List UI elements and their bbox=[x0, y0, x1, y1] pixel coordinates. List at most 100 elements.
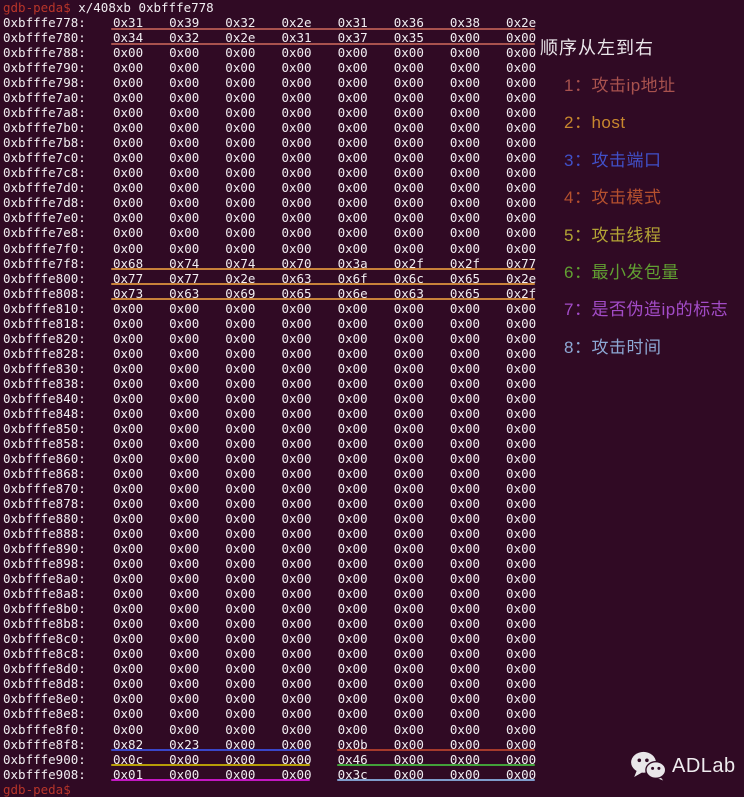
byte-value: 0x00 bbox=[449, 225, 480, 241]
address-label: 0xbfffe818: bbox=[3, 315, 86, 331]
byte-value: 0x32 bbox=[225, 15, 256, 31]
byte-value: 0x00 bbox=[449, 30, 480, 46]
byte-value: 0x00 bbox=[169, 420, 200, 436]
memory-row: 0xbfffe858: 0x00 0x00 0x00 0x00 0x00 0x00 0x00 0… bbox=[0, 436, 744, 451]
byte-value: 0x00 bbox=[506, 721, 537, 737]
byte-value: 0x01 bbox=[113, 766, 144, 782]
underline-mark bbox=[111, 764, 310, 767]
byte-value: 0x00 bbox=[337, 481, 368, 496]
byte-value: 0x00 bbox=[169, 360, 200, 376]
byte-value: 0x34 bbox=[113, 30, 144, 46]
byte-value: 0x00 bbox=[113, 631, 144, 647]
byte-value: 0x00 bbox=[281, 345, 312, 361]
address-label: 0xbfffe840: bbox=[3, 390, 86, 406]
byte-value: 0x00 bbox=[337, 330, 368, 346]
byte-value: 0x00 bbox=[337, 465, 368, 481]
address-label: 0xbfffe7a8: bbox=[3, 105, 86, 121]
memory-row: 0xbfffe8b0: 0x00 0x00 0x00 0x00 0x00 0x00 0x00 0… bbox=[0, 601, 744, 616]
byte-value: 0x00 bbox=[337, 120, 368, 136]
byte-value: 0x00 bbox=[449, 646, 480, 662]
byte-value: 0x00 bbox=[281, 165, 312, 181]
byte-value: 0x00 bbox=[169, 300, 200, 316]
byte-value: 0x00 bbox=[281, 390, 312, 406]
byte-value: 0x00 bbox=[506, 766, 537, 782]
byte-value: 0x00 bbox=[281, 405, 312, 421]
memory-row: 0xbfffe7c0: 0x00 0x00 0x00 0x00 0x00 0x00 0x00 0… bbox=[0, 150, 744, 165]
byte-value: 0x00 bbox=[449, 631, 480, 647]
address-label: 0xbfffe7e0: bbox=[3, 210, 86, 226]
byte-value: 0x00 bbox=[506, 420, 537, 436]
byte-value: 0x65 bbox=[449, 270, 480, 286]
memory-row: 0xbfffe8c0: 0x00 0x00 0x00 0x00 0x00 0x00 0x00 0… bbox=[0, 631, 744, 646]
memory-row: 0xbfffe840: 0x00 0x00 0x00 0x00 0x00 0x00 0x00 0… bbox=[0, 391, 744, 406]
address-label: 0xbfffe900: bbox=[3, 751, 86, 767]
byte-value: 0x37 bbox=[337, 30, 368, 46]
byte-value: 0x00 bbox=[337, 721, 368, 737]
byte-value: 0x6c bbox=[393, 270, 424, 286]
address-label: 0xbfffe8b8: bbox=[3, 616, 86, 632]
byte-value: 0x00 bbox=[506, 90, 537, 106]
byte-value: 0x00 bbox=[281, 90, 312, 106]
byte-value: 0x00 bbox=[337, 420, 368, 436]
byte-value: 0x00 bbox=[393, 676, 424, 692]
byte-value: 0x00 bbox=[393, 315, 424, 331]
byte-value: 0x00 bbox=[281, 210, 312, 226]
byte-value: 0x00 bbox=[113, 450, 144, 466]
byte-value: 0x00 bbox=[281, 616, 312, 632]
byte-value: 0x00 bbox=[393, 180, 424, 196]
byte-value: 0x00 bbox=[449, 661, 480, 677]
byte-value: 0x00 bbox=[506, 496, 537, 512]
byte-value: 0x00 bbox=[113, 75, 144, 91]
byte-value: 0x00 bbox=[281, 571, 312, 587]
byte-value: 0x73 bbox=[113, 285, 144, 301]
byte-value: 0x00 bbox=[393, 45, 424, 61]
byte-value: 0x00 bbox=[506, 120, 537, 136]
command-line: gdb-peda$ x/408xb 0xbfffe778 bbox=[0, 0, 744, 15]
byte-value: 0x00 bbox=[281, 766, 312, 782]
byte-value: 0x00 bbox=[506, 646, 537, 662]
byte-value: 0x00 bbox=[225, 420, 256, 436]
byte-value: 0x00 bbox=[393, 135, 424, 151]
byte-value: 0x00 bbox=[169, 526, 200, 542]
byte-value: 0x00 bbox=[506, 465, 537, 481]
byte-value: 0x00 bbox=[113, 556, 144, 572]
byte-value: 0x00 bbox=[506, 661, 537, 677]
byte-value: 0x00 bbox=[393, 616, 424, 632]
byte-value: 0x00 bbox=[506, 165, 537, 181]
byte-value: 0x00 bbox=[337, 195, 368, 211]
memory-row: 0xbfffe798: 0x00 0x00 0x00 0x00 0x00 0x00 0x00 0… bbox=[0, 75, 744, 90]
address-label: 0xbfffe898: bbox=[3, 556, 86, 572]
byte-value: 0x2f bbox=[506, 285, 537, 301]
byte-value: 0x00 bbox=[449, 691, 480, 707]
byte-value: 0x00 bbox=[113, 345, 144, 361]
byte-value: 0x00 bbox=[113, 435, 144, 451]
memory-row: 0xbfffe880: 0x00 0x00 0x00 0x00 0x00 0x00 0x00 0… bbox=[0, 511, 744, 526]
address-label: 0xbfffe880: bbox=[3, 511, 86, 527]
byte-value: 0x00 bbox=[169, 481, 200, 496]
memory-row: 0xbfffe7f0: 0x00 0x00 0x00 0x00 0x00 0x00 0x00 0… bbox=[0, 241, 744, 256]
memory-row: 0xbfffe788: 0x00 0x00 0x00 0x00 0x00 0x00 0x00 0… bbox=[0, 45, 744, 60]
underline-mark bbox=[111, 779, 310, 782]
byte-value: 0x68 bbox=[113, 255, 144, 271]
byte-value: 0x00 bbox=[393, 435, 424, 451]
address-label: 0xbfffe7b0: bbox=[3, 120, 86, 136]
byte-value: 0x00 bbox=[281, 736, 312, 752]
memory-row: 0xbfffe8e8: 0x00 0x00 0x00 0x00 0x00 0x00 0x00 0… bbox=[0, 706, 744, 721]
byte-value: 0x00 bbox=[337, 180, 368, 196]
byte-value: 0x00 bbox=[225, 315, 256, 331]
memory-row: 0xbfffe888: 0x00 0x00 0x00 0x00 0x00 0x00 0x00 0… bbox=[0, 526, 744, 541]
byte-value: 0x00 bbox=[113, 180, 144, 196]
byte-value: 0x00 bbox=[337, 586, 368, 602]
byte-value: 0x00 bbox=[393, 120, 424, 136]
byte-value: 0x00 bbox=[506, 360, 537, 376]
byte-value: 0x00 bbox=[113, 511, 144, 527]
byte-value: 0x00 bbox=[449, 420, 480, 436]
address-label: 0xbfffe810: bbox=[3, 300, 86, 316]
byte-value: 0x00 bbox=[393, 405, 424, 421]
byte-value: 0x00 bbox=[281, 315, 312, 331]
byte-value: 0x00 bbox=[449, 390, 480, 406]
byte-value: 0x38 bbox=[449, 15, 480, 31]
byte-value: 0x00 bbox=[113, 225, 144, 241]
byte-value: 0x00 bbox=[393, 496, 424, 512]
